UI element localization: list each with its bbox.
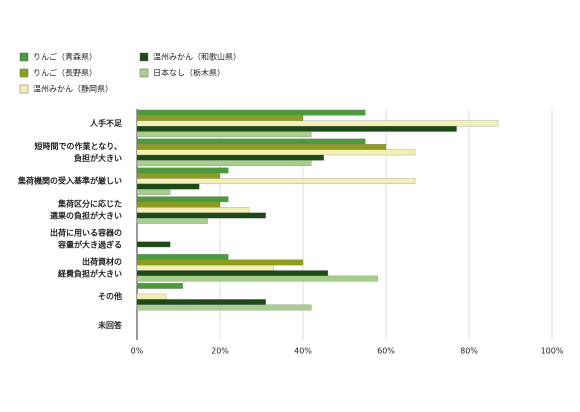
- bar: [136, 125, 457, 132]
- legend-swatch: [19, 84, 29, 94]
- bar: [136, 160, 312, 166]
- bar: [136, 178, 416, 185]
- category-label: 集荷機関の受入基準が厳しい: [17, 176, 122, 186]
- x-tick-label: 100%: [541, 347, 564, 356]
- bar: [136, 212, 266, 219]
- bar: [136, 304, 312, 311]
- legend-label: りんご（青森県）: [33, 52, 97, 62]
- bar: [136, 172, 221, 179]
- bar: [136, 299, 266, 305]
- category-label: 出荷資材の: [82, 256, 122, 266]
- legend-swatch: [139, 68, 149, 78]
- bar: [136, 189, 171, 195]
- legend-label: 日本なし（栃木県）: [153, 68, 225, 78]
- legend-label: 温州みかん（和歌山県）: [153, 52, 241, 62]
- bar: [136, 167, 229, 174]
- bar: [136, 241, 171, 248]
- bar: [136, 138, 366, 145]
- category-label: 負担が大きい: [74, 153, 122, 163]
- bar: [136, 120, 499, 127]
- x-tick-label: 80%: [460, 347, 478, 356]
- bar: [136, 201, 221, 208]
- x-tick-label: 20%: [211, 347, 229, 356]
- bar: [136, 270, 329, 277]
- legend-swatch: [19, 52, 29, 62]
- legend-swatch: [139, 52, 149, 62]
- x-tick-label: 40%: [294, 347, 312, 356]
- x-tick-label: 60%: [377, 347, 395, 356]
- bar: [136, 254, 229, 260]
- legend-swatch: [19, 68, 29, 78]
- bar: [136, 149, 416, 156]
- category-label: 未回答: [97, 320, 123, 330]
- bar: [136, 264, 275, 271]
- bar: [136, 109, 366, 116]
- category-label: 人手不足: [90, 118, 123, 128]
- category-label: その他: [98, 291, 122, 301]
- bar: [136, 283, 183, 289]
- bar: [136, 259, 304, 266]
- bar: [136, 115, 304, 121]
- bar: [136, 207, 250, 213]
- bar: [136, 218, 208, 224]
- category-label: 容量が大き過ぎる: [57, 239, 122, 249]
- legend-label: りんご（長野県）: [33, 68, 97, 78]
- category-label: 経費負担が大きい: [58, 268, 122, 278]
- bar: [136, 293, 167, 300]
- legend-label: 温州みかん（静岡県）: [33, 84, 113, 94]
- bar: [136, 275, 378, 282]
- bar: [136, 131, 312, 138]
- bar: [136, 196, 229, 203]
- category-label: 選果の負担が大きい: [50, 211, 122, 221]
- bar: [136, 144, 387, 150]
- category-label: 出荷に用いる容器の: [50, 227, 122, 237]
- category-label: 集荷区分に応じた: [57, 199, 122, 209]
- x-tick-label: 0%: [131, 347, 144, 356]
- category-label: 短時間での作業となり、: [35, 141, 122, 151]
- bar: [136, 183, 200, 190]
- bar: [136, 154, 324, 161]
